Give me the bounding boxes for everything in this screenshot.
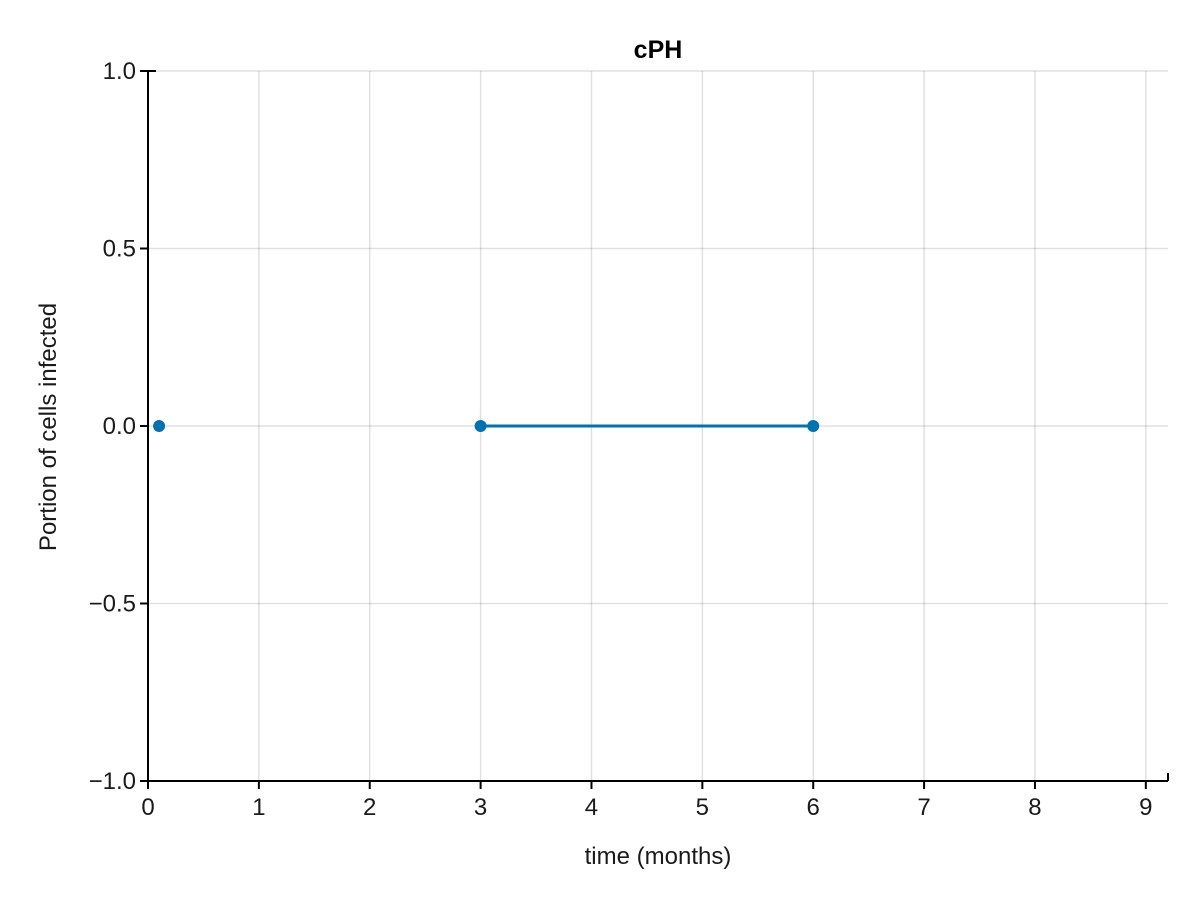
x-tick-label: 8 bbox=[1028, 794, 1041, 821]
data-point bbox=[474, 420, 487, 432]
y-tick-label: 0.5 bbox=[103, 236, 136, 263]
x-tick-label: 9 bbox=[1139, 794, 1152, 821]
y-ticks: −1.0 −0.5 0.0 0.5 1.0 bbox=[89, 58, 148, 795]
y-tick-label: −1.0 bbox=[89, 768, 136, 795]
x-ticks: 0 1 2 3 4 5 6 7 8 9 bbox=[141, 781, 1153, 821]
data-point bbox=[807, 420, 820, 432]
x-tick-label: 1 bbox=[252, 794, 265, 821]
x-axis-label: time (months) bbox=[585, 843, 732, 870]
x-tick-label: 4 bbox=[585, 794, 598, 821]
x-tick-label: 3 bbox=[474, 794, 487, 821]
x-tick-label: 2 bbox=[363, 794, 376, 821]
y-tick-label: −0.5 bbox=[89, 591, 136, 618]
y-axis-label: Portion of cells infected bbox=[35, 303, 62, 551]
x-tick-label: 5 bbox=[696, 794, 709, 821]
x-tick-label: 7 bbox=[917, 794, 930, 821]
series-points bbox=[153, 420, 820, 432]
data-point bbox=[153, 420, 166, 432]
chart-title: cPH bbox=[634, 36, 683, 64]
x-tick-label: 6 bbox=[807, 794, 820, 821]
y-tick-label: 1.0 bbox=[103, 58, 136, 85]
y-tick-label: 0.0 bbox=[103, 413, 136, 440]
x-tick-label: 0 bbox=[141, 794, 154, 821]
